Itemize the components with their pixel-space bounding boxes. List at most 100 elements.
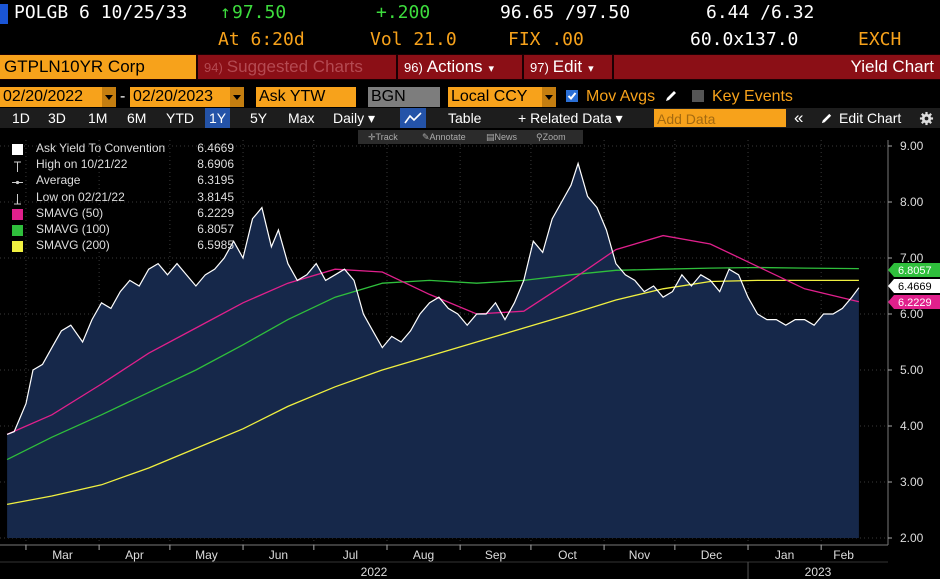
chart-legend: Ask Yield To Convention 6.4669 High on 10/… [6,140,234,253]
legend-value: 6.3195 [197,173,234,188]
zoom-label: Zoom [542,132,566,142]
key-events-label: Key Events [712,88,793,105]
average-marker-icon [12,176,23,187]
legend-row[interactable]: SMAVG (200) 6.5985 [6,237,234,253]
date-separator: - [120,88,126,105]
series-swatch [12,241,23,253]
up-arrow-icon: ↑ [220,2,231,23]
key-events-checkbox[interactable] [692,90,704,102]
volume: Vol 21.0 [370,29,457,50]
legend-value: 6.2229 [197,205,234,220]
last-value-labels: 6.8057 6.4669 6.2229 [888,263,940,309]
edit-chart-button[interactable]: Edit Chart [839,110,902,126]
legend-row[interactable]: SMAVG (100) 6.8057 [6,221,234,237]
legend-row[interactable]: SMAVG (50) 6.2229 [6,205,234,221]
page-title: Yield Chart [850,57,934,76]
x-tick-label: Aug [413,548,434,562]
chart-toolbar: 1D 3D 1M 6M YTD 1Y 5Y Max Daily ▾ Table … [0,108,940,128]
line-chart-icon[interactable] [400,108,426,128]
collapse-icon[interactable]: « [794,108,804,127]
y-axis: 2.00 3.00 4.00 5.00 6.00 7.00 8.00 9.00 [887,139,924,545]
pricing-source: FIX .00 [508,29,584,50]
period-1m[interactable]: 1M [88,110,108,126]
chevron-down-icon[interactable] [102,87,116,107]
y-tick-label: 5.00 [900,363,924,377]
x-tick-label: Jun [269,548,288,562]
zoom-tool[interactable]: ⚲ Zoom [536,132,566,142]
related-data-button[interactable]: + Related Data ▾ [518,110,623,126]
table-button[interactable]: Table [448,110,482,126]
legend-label: SMAVG (200) [36,238,110,253]
y-tick-label: 4.00 [900,419,924,433]
legend-label: SMAVG (100) [36,221,110,236]
gear-icon[interactable] [919,111,934,126]
track-tool[interactable]: ✛ Track [368,132,398,142]
ticker-field[interactable]: GTPLN10YR Corp [0,55,196,79]
last-value-label: 6.4669 [898,281,932,293]
actions-button[interactable]: 96) Actions ▾ [398,55,522,79]
series-swatch [12,208,23,220]
legend-label: Ask Yield To Convention [36,141,166,155]
bid-ask-price: 96.65 /97.50 [500,2,631,23]
year-label: 2022 [361,565,388,579]
y-tick-label: 8.00 [900,195,924,209]
annotate-tool[interactable]: ✎ Annotate [422,132,466,142]
size: 60.0x137.0 [690,29,799,50]
source-selector[interactable]: BGN [368,87,440,107]
add-data-input[interactable]: Add Data [654,109,786,127]
series-swatch [12,224,23,236]
x-tick-label: Nov [629,548,650,562]
legend-row[interactable]: Average 6.3195 [6,172,234,188]
legend-row[interactable]: High on 10/21/22 8.6906 [6,156,234,173]
edit-button[interactable]: 97) Edit ▾ [524,55,612,79]
period-5y[interactable]: 5Y [250,110,268,126]
chevron-down-icon: ▾ [488,63,495,75]
x-tick-label: Oct [558,548,577,562]
legend-value: 6.5985 [197,238,234,253]
series-swatch [12,144,23,155]
last-value-box [888,263,940,277]
pencil-icon[interactable] [664,89,678,103]
chevron-down-icon[interactable] [230,87,244,107]
frequency-dropdown[interactable]: Daily ▾ [333,110,376,126]
period-3d[interactable]: 3D [48,110,66,126]
sma50-line [6,234,860,435]
news-label: News [494,132,518,142]
end-date-field[interactable]: 02/20/2023 [130,87,230,107]
news-tool[interactable]: ▤ News [486,132,518,142]
period-max[interactable]: Max [288,110,315,126]
pencil-icon[interactable] [820,112,833,125]
period-1d[interactable]: 1D [12,110,30,126]
legend-value: 6.8057 [197,221,234,236]
legend-value: 3.8145 [197,189,234,204]
legend-label: Low on 02/21/22 [36,189,125,204]
field-selector[interactable]: Ask YTW [256,87,356,107]
period-ytd[interactable]: YTD [166,110,194,126]
y-tick-label: 6.00 [900,307,924,321]
start-date-field[interactable]: 02/20/2022 [0,87,102,107]
legend-value: 8.6906 [197,157,234,172]
legend-label: Average [36,173,81,188]
track-label: Track [375,132,398,142]
low-marker-icon [12,193,23,205]
y-tick-label: 7.00 [900,251,924,265]
quote-header-row-1: POLGB 6 10/25/33 ↑ 97.50 +.200 96.65 /97… [0,0,940,25]
sma200-line [6,279,859,506]
period-1y[interactable]: 1Y [205,108,231,128]
sma100-line [6,266,859,461]
legend-value: 6.4669 [197,141,234,155]
annotate-label: Annotate [429,132,466,142]
menu-title-bar [614,55,940,79]
yield-line [6,161,860,435]
legend-row[interactable]: Low on 02/21/22 3.8145 [6,189,234,205]
legend-label: High on 10/21/22 [36,157,128,172]
period-6m[interactable]: 6M [127,110,147,126]
mov-avgs-checkbox[interactable] [566,90,578,102]
legend-row[interactable]: Ask Yield To Convention 6.4669 [6,140,234,156]
x-tick-label: Sep [485,548,507,562]
suggested-charts-button[interactable]: 94) Suggested Charts [198,55,396,79]
edit-label: Edit [552,57,583,76]
chevron-down-icon[interactable] [542,87,556,107]
yield-chart[interactable]: 2.003.004.005.006.007.008.009.00 Mar Apr M… [0,130,940,579]
currency-selector[interactable]: Local CCY [448,87,542,107]
